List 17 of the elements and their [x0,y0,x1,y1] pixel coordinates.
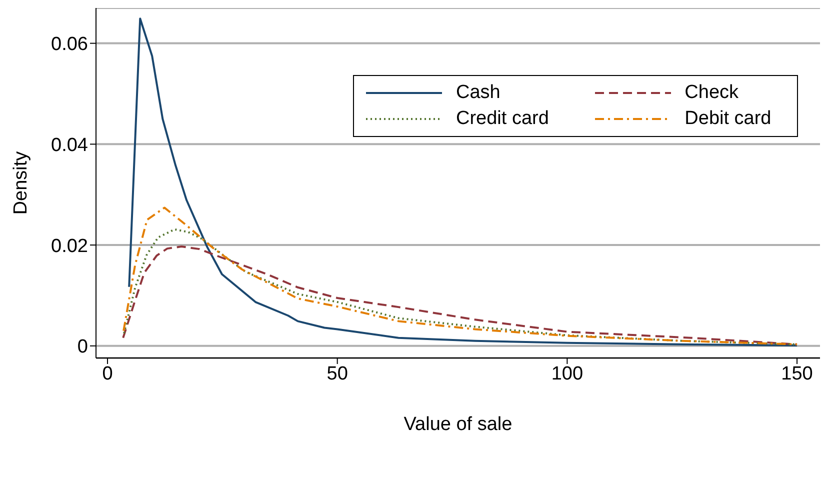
y-tick-label: 0 [77,336,88,358]
line-series [122,246,798,346]
legend-label: Cash [456,82,500,104]
y-tick-label: 0.06 [51,34,88,56]
line-series [128,18,798,346]
y-tick-label: 0.02 [51,236,88,257]
legend-label: Debit card [684,108,772,130]
x-tick-label: 0 [102,363,113,384]
x-tick-label: 100 [551,363,584,384]
x-tick-label: 50 [326,363,348,384]
legend-label: Check [684,82,739,104]
x-tick-label: 150 [781,363,813,384]
legend-label: Credit card [456,108,549,130]
y-tick-label: 0.04 [51,134,88,156]
x-axis-title: Value of sale [404,414,512,435]
y-axis-title: Density [10,150,32,215]
line-series [122,206,798,346]
